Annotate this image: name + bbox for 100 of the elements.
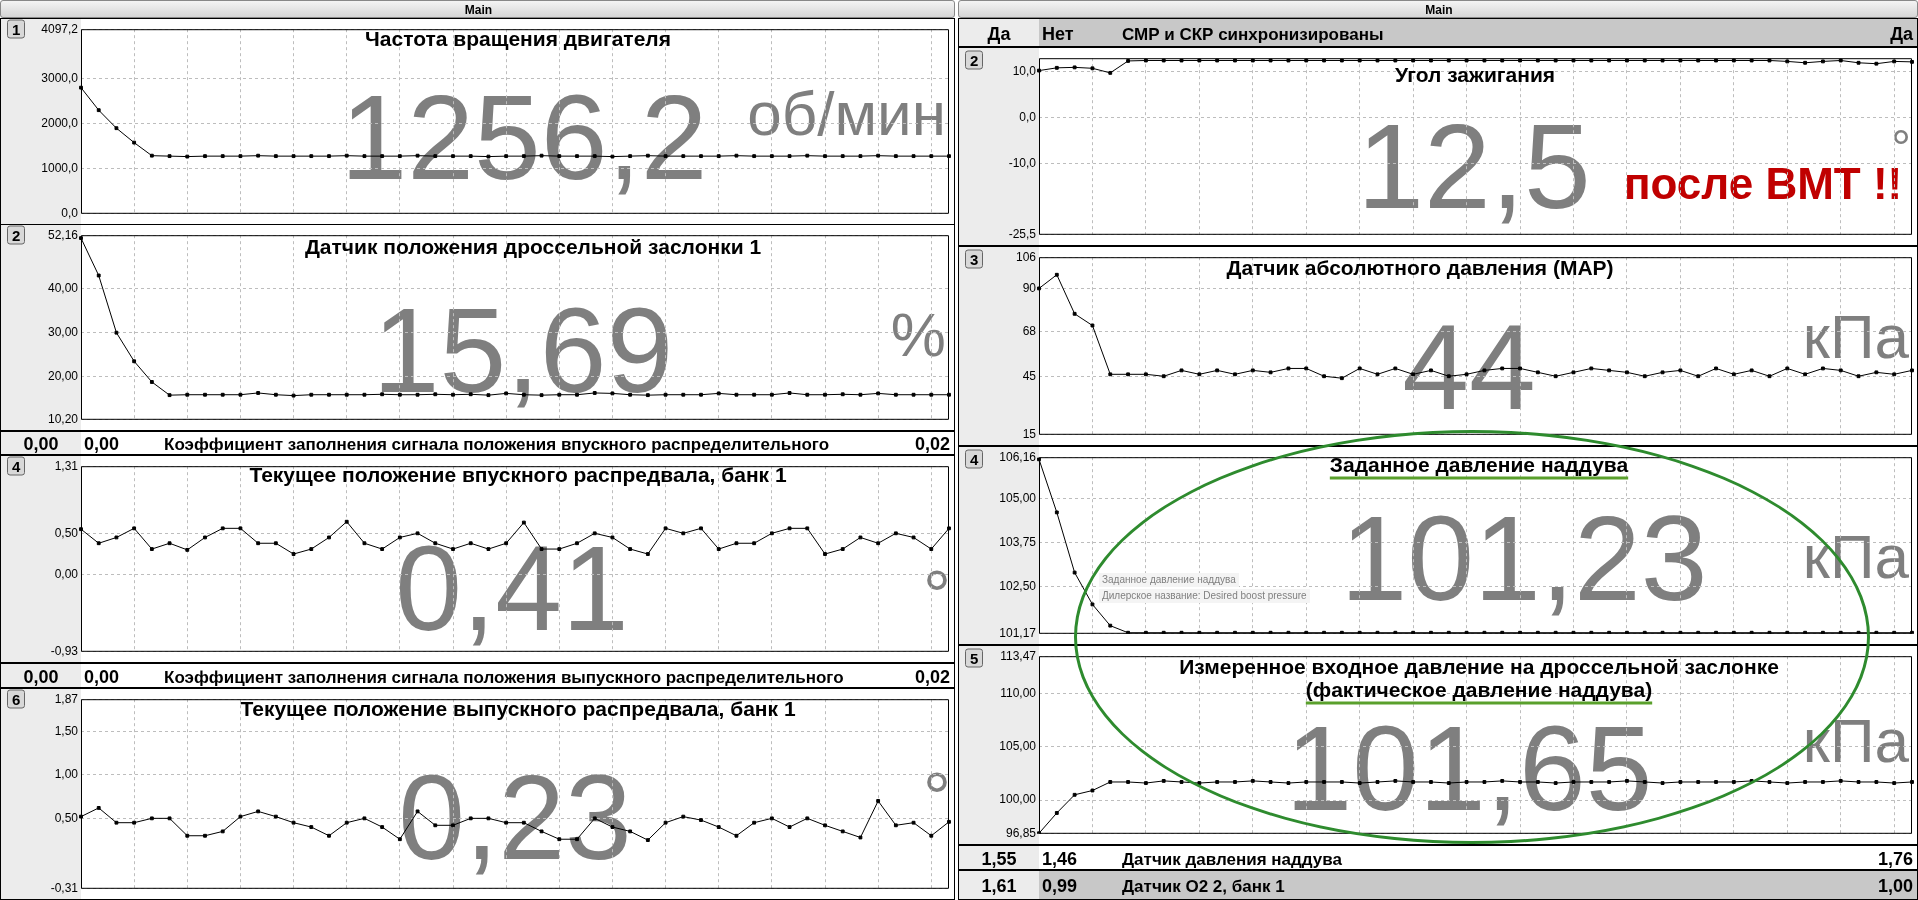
point bbox=[1535, 58, 1540, 63]
point bbox=[167, 541, 172, 546]
point bbox=[1803, 372, 1808, 377]
point bbox=[1268, 780, 1273, 784]
text: 0,99 bbox=[1042, 876, 1078, 896]
y-tick-label: 0,0 bbox=[61, 206, 79, 221]
text: 4 bbox=[965, 449, 984, 469]
point bbox=[132, 820, 137, 825]
point bbox=[96, 541, 101, 546]
point bbox=[1838, 58, 1843, 63]
y-tick-label: 1,31 bbox=[54, 458, 79, 473]
point bbox=[911, 154, 916, 159]
point bbox=[327, 154, 331, 159]
point bbox=[645, 838, 650, 843]
point bbox=[734, 392, 739, 397]
point bbox=[1054, 65, 1059, 70]
point bbox=[823, 392, 827, 397]
point bbox=[1250, 58, 1255, 63]
point bbox=[1874, 780, 1879, 784]
chart-title: Текущее положение выпускного распредвала, банк 1 bbox=[240, 696, 796, 720]
point bbox=[734, 833, 739, 838]
point bbox=[681, 392, 686, 397]
point bbox=[1322, 374, 1326, 379]
point bbox=[273, 154, 278, 159]
point bbox=[1054, 510, 1059, 515]
point bbox=[1678, 368, 1683, 373]
point bbox=[1072, 311, 1077, 316]
point bbox=[769, 154, 774, 159]
point bbox=[167, 154, 172, 159]
point bbox=[752, 820, 757, 825]
y-tick-label: 10,20 bbox=[47, 412, 79, 427]
point bbox=[327, 833, 331, 838]
point bbox=[610, 535, 615, 540]
point bbox=[220, 829, 225, 834]
point bbox=[734, 153, 739, 158]
y-tick-label: 96,85 bbox=[1005, 826, 1037, 841]
point bbox=[1161, 374, 1166, 379]
point bbox=[858, 154, 863, 159]
point bbox=[805, 816, 810, 821]
point bbox=[1339, 376, 1344, 381]
point bbox=[858, 392, 863, 397]
text: Нет bbox=[1042, 23, 1074, 44]
chart-title: Измеренное входное давление на дроссельной заслонке bbox=[1179, 654, 1779, 678]
point bbox=[1446, 58, 1451, 63]
point bbox=[1090, 788, 1095, 793]
point bbox=[291, 393, 296, 398]
point bbox=[220, 154, 225, 159]
y-tick-label: 105,00 bbox=[999, 490, 1037, 505]
point bbox=[1821, 780, 1825, 784]
point bbox=[1838, 778, 1843, 783]
point bbox=[1625, 370, 1629, 375]
text: Коэффициент заполнения сигнала положения впускного распределительного bbox=[164, 434, 830, 454]
y-tick-label: 113,47 bbox=[1000, 648, 1037, 663]
y-tick-label: -25,5 bbox=[1008, 227, 1037, 242]
y-tick-label: 1,00 bbox=[54, 767, 79, 782]
y-tick-label: 15 bbox=[1022, 427, 1037, 442]
point bbox=[203, 154, 207, 159]
point bbox=[291, 820, 296, 825]
y-tick-label: 30,00 bbox=[47, 325, 79, 339]
text: Датчик O2 2, банк 1 bbox=[1122, 876, 1285, 896]
point bbox=[1357, 58, 1362, 63]
point bbox=[1642, 58, 1647, 63]
point bbox=[769, 816, 774, 821]
point bbox=[1304, 58, 1309, 63]
point bbox=[1553, 374, 1558, 379]
text: 1,61 bbox=[981, 876, 1017, 896]
text: 3 bbox=[965, 249, 984, 269]
point bbox=[823, 823, 827, 828]
text: 0,00 bbox=[23, 434, 59, 454]
point bbox=[273, 392, 278, 397]
point bbox=[1179, 368, 1184, 373]
point bbox=[1696, 58, 1701, 63]
point bbox=[256, 153, 261, 158]
text: 2 bbox=[965, 50, 984, 70]
point bbox=[185, 833, 190, 838]
y-tick-label: 40,00 bbox=[47, 281, 79, 296]
point bbox=[1339, 58, 1344, 63]
point bbox=[787, 391, 792, 395]
point bbox=[1767, 374, 1772, 379]
point bbox=[1589, 58, 1594, 63]
y-tick-label: 20,00 bbox=[47, 369, 79, 383]
point bbox=[96, 806, 101, 810]
y-tick-label: 106 bbox=[1015, 249, 1037, 264]
point bbox=[1892, 781, 1897, 785]
y-tick-label: 90 bbox=[1022, 280, 1037, 295]
y-tick-label: 102,50 bbox=[999, 579, 1037, 594]
annotation: % bbox=[890, 300, 946, 369]
point bbox=[1660, 58, 1665, 63]
annotation: 101,23 bbox=[1340, 491, 1708, 625]
point bbox=[291, 552, 296, 556]
point bbox=[1731, 372, 1736, 377]
text: 0,00 bbox=[84, 666, 120, 687]
point bbox=[699, 392, 703, 397]
point bbox=[893, 531, 898, 536]
point bbox=[167, 393, 172, 398]
point bbox=[1838, 368, 1843, 373]
point bbox=[769, 392, 774, 397]
point bbox=[167, 816, 172, 821]
point bbox=[929, 547, 934, 551]
point bbox=[592, 531, 597, 536]
